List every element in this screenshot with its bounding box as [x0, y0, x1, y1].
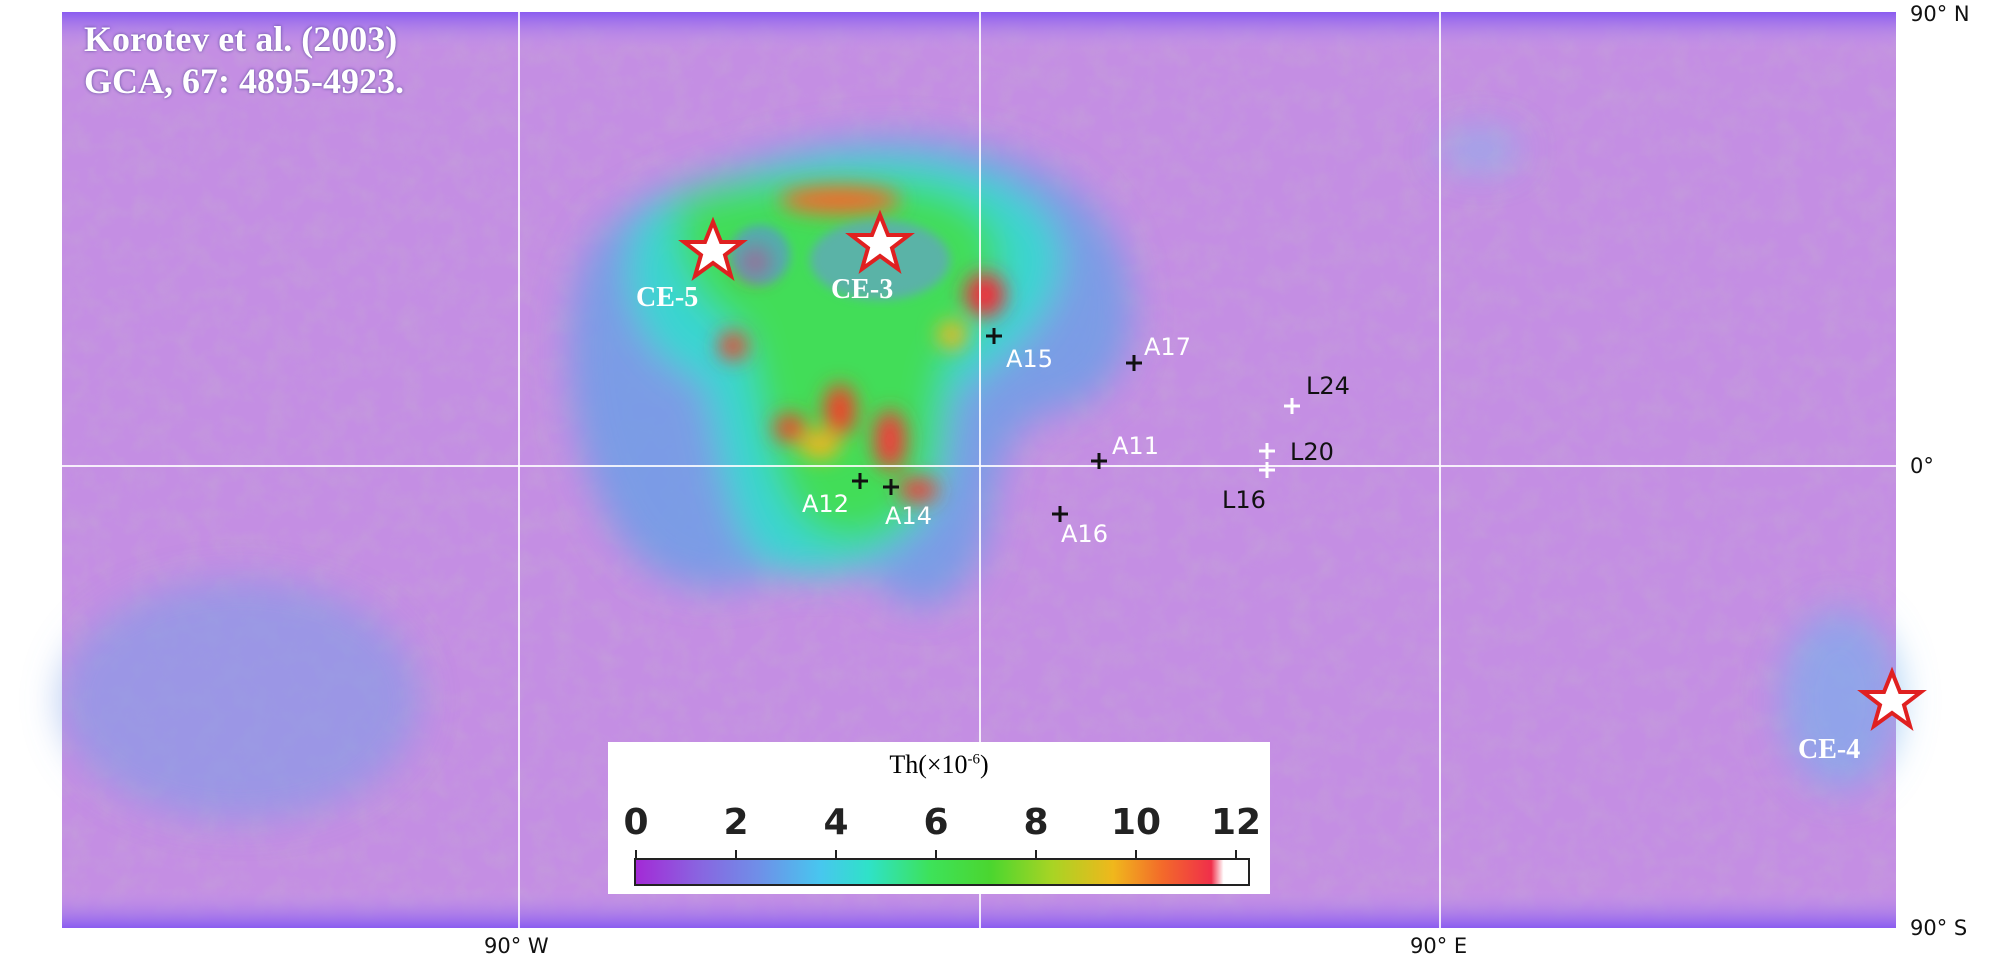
- ce-3-label: CE-3: [831, 274, 894, 305]
- a16-cross: [1052, 506, 1068, 522]
- southern-blue-regions: [60, 130, 1900, 820]
- l24-label: L24: [1306, 372, 1350, 400]
- colorbar-title-exponent: -6: [967, 751, 981, 768]
- ce-3-star: [845, 209, 915, 275]
- l16-label: L16: [1222, 486, 1266, 514]
- colorbar-tick-0: 0: [623, 802, 649, 843]
- l24-cross: [1284, 398, 1300, 414]
- lat-label-90s: 90° S: [1910, 916, 1968, 940]
- a15-label: A15: [1006, 345, 1053, 373]
- a12-cross: [852, 473, 868, 489]
- colorbar-title-main: Th(×10: [889, 750, 968, 779]
- colorbar-title: Th(×10-6): [608, 750, 1270, 780]
- a17-cross: [1126, 355, 1142, 371]
- colorbar-tickmark: [935, 850, 937, 858]
- colorbar-tickmark: [1235, 850, 1237, 858]
- colorbar-tickmark: [1135, 850, 1137, 858]
- a16-label: A16: [1061, 520, 1108, 548]
- a17-label: A17: [1144, 333, 1191, 361]
- ce-4-star: [1857, 666, 1927, 732]
- colorbar-gradient: [634, 858, 1250, 886]
- l20-label: L20: [1290, 438, 1334, 466]
- colorbar-tickmark: [835, 850, 837, 858]
- citation: Korotev et al. (2003) GCA, 67: 4895-4923…: [84, 18, 404, 102]
- l16-cross: [1259, 462, 1275, 478]
- a14-label: A14: [885, 502, 932, 530]
- colorbar-tick-8: 8: [1023, 802, 1049, 843]
- colorbar-title-close: ): [980, 750, 989, 779]
- lon-label-90e: 90° E: [1410, 934, 1468, 958]
- ce-4-label: CE-4: [1798, 734, 1861, 765]
- a14-cross: [883, 479, 899, 495]
- a12-label: A12: [802, 490, 849, 518]
- colorbar-tick-2: 2: [723, 802, 749, 843]
- lat-label-equator: 0°: [1910, 454, 1934, 478]
- citation-line2: GCA, 67: 4895-4923.: [84, 61, 404, 101]
- colorbar-tickmark: [635, 850, 637, 858]
- lon-label-90w: 90° W: [484, 934, 549, 958]
- colorbar-tick-12: 12: [1210, 802, 1262, 843]
- colorbar-tickmark: [1035, 850, 1037, 858]
- ce-5-star: [678, 216, 748, 282]
- colorbar-legend: Th(×10-6) 0 2 4 6 8 10 12: [608, 742, 1270, 894]
- change-sites: [678, 209, 1927, 732]
- lat-label-90n: 90° N: [1910, 2, 1970, 26]
- ce-5-label: CE-5: [636, 282, 699, 313]
- a15-cross: [986, 328, 1002, 344]
- a11-label: A11: [1112, 432, 1159, 460]
- colorbar-tickmark: [735, 850, 737, 858]
- sample-site-crosses: [852, 328, 1300, 522]
- a11-cross: [1091, 453, 1107, 469]
- l20-cross: [1259, 443, 1275, 459]
- colorbar-tick-10: 10: [1110, 802, 1162, 843]
- colorbar-tick-4: 4: [823, 802, 849, 843]
- colorbar-tick-6: 6: [923, 802, 949, 843]
- citation-line1: Korotev et al. (2003): [84, 19, 398, 59]
